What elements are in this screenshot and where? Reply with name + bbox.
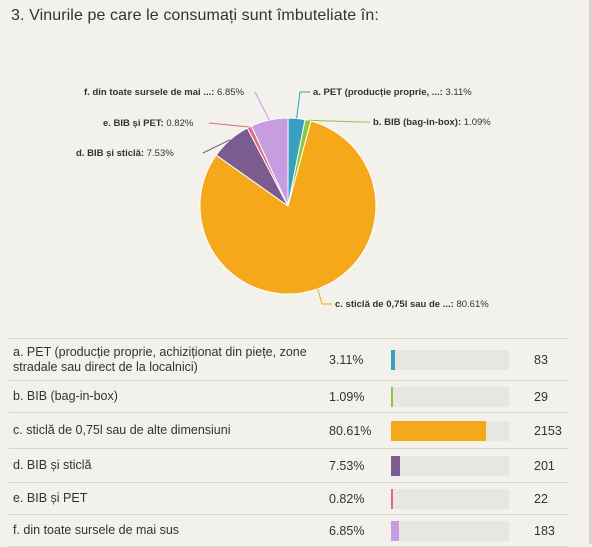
table-row: e. BIB și PET 0.82% 22 [9,482,569,515]
answer-bar-cell [391,448,516,483]
answer-bar-fill [391,520,399,541]
results-table: a. PET (producție proprie, achiziționat … [9,338,569,547]
answer-bar-fill [391,488,393,509]
answer-percent: 80.61% [319,412,391,449]
answer-count: 83 [516,338,569,381]
leader-line [308,119,370,123]
answer-count: 29 [516,380,569,413]
slice-label-percent: 3.11% [446,87,473,98]
pie-chart: a. PET (producție proprie, ...: 3.11% b. … [76,87,491,310]
slice-label-name: e. BIB și PET: [103,118,166,129]
answer-bar-track [391,349,509,370]
answer-percent: 3.11% [319,338,391,381]
answer-bar-track [391,488,509,509]
leader-line [202,139,231,154]
answer-bar-track [391,520,509,541]
slice-label-name: d. BIB și sticlă: [76,148,147,159]
slice-label: c. sticlă de 0,75l sau de ...: 80.61% [335,299,489,310]
answer-label: f. din toate sursele de mai sus [9,514,319,547]
answer-bar-fill [391,349,395,370]
slice-label: e. BIB și PET: 0.82% [103,118,194,129]
slice-label-name: b. BIB (bag-in-box): [373,117,464,128]
answer-bar-cell [391,338,516,381]
slice-label-percent: 80.61% [456,299,489,310]
table-row: b. BIB (bag-in-box) 1.09% 29 [9,380,569,413]
answer-percent: 1.09% [319,380,391,413]
answer-label: d. BIB și sticlă [9,448,319,483]
answer-count: 2153 [516,412,569,449]
slice-label-percent: 0.82% [166,118,193,129]
table-row: f. din toate sursele de mai sus 6.85% 183 [9,514,569,547]
answer-bar-cell [391,380,516,413]
slice-label-percent: 7.53% [147,148,174,159]
leader-line [296,91,310,119]
answer-percent: 7.53% [319,448,391,483]
answer-label: e. BIB și PET [9,482,319,515]
slice-label: f. din toate sursele de mai ...: 6.85% [84,87,245,98]
answer-bar-track [391,455,509,476]
answer-bar-cell [391,482,516,515]
slice-label: b. BIB (bag-in-box): 1.09% [373,117,491,128]
pie-slice [199,120,377,295]
table-row: c. sticlă de 0,75l sau de alte dimensiun… [9,412,569,449]
answer-bar-cell [391,514,516,547]
slice-label-name: a. PET (producție proprie, ...: [313,87,446,98]
answer-bar-cell [391,412,516,449]
slice-label-name: f. din toate sursele de mai ...: [84,87,217,98]
slice-label: d. BIB și sticlă: 7.53% [76,148,174,159]
leader-line [317,288,332,305]
answer-count: 201 [516,448,569,483]
answer-label: b. BIB (bag-in-box) [9,380,319,413]
question-title: 3. Vinurile pe care le consumați sunt îm… [11,7,379,24]
right-border [589,0,592,544]
leader-line [254,91,270,121]
slice-label-percent: 6.85% [217,87,244,98]
slice-label: a. PET (producție proprie, ...: 3.11% [313,87,472,98]
answer-percent: 6.85% [319,514,391,547]
table-row: a. PET (producție proprie, achiziționat … [9,338,569,381]
answer-bar-track [391,386,509,407]
leader-line [208,122,250,128]
slice-label-percent: 1.09% [464,117,491,128]
answer-count: 22 [516,482,569,515]
answer-count: 183 [516,514,569,547]
answer-label: a. PET (producție proprie, achiziționat … [9,338,319,381]
answer-bar-fill [391,420,486,441]
slice-label-name: c. sticlă de 0,75l sau de ...: [335,299,456,310]
table-row: d. BIB și sticlă 7.53% 201 [9,448,569,483]
pie-slice [250,117,289,207]
answer-percent: 0.82% [319,482,391,515]
answer-bar-fill [391,455,400,476]
answer-bar-fill [391,386,393,407]
answer-label: c. sticlă de 0,75l sau de alte dimensiun… [9,412,319,449]
answer-bar-track [391,420,509,441]
